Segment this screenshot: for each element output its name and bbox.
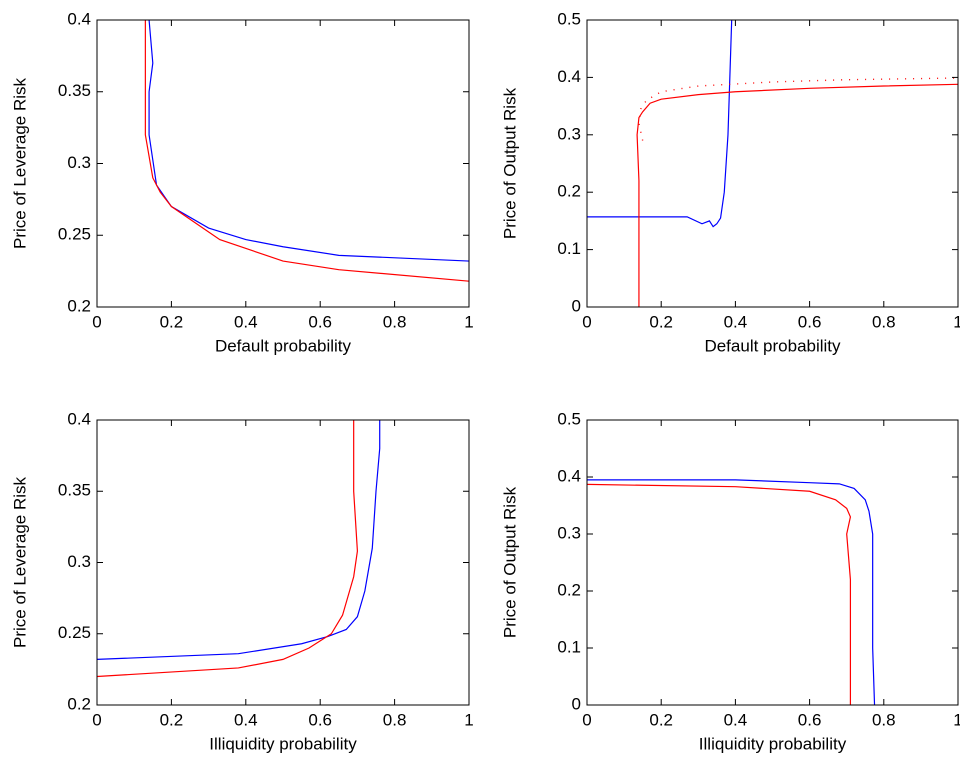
x-tick-label: 1: [953, 312, 960, 331]
series-line: [144, 20, 470, 282]
x-tick-label: 0: [92, 710, 101, 729]
x-tick-label: 0.2: [649, 312, 673, 331]
x-axis-label: Default probability: [704, 336, 841, 355]
x-tick-label: 0: [582, 312, 591, 331]
y-tick-label: 0.4: [557, 466, 581, 485]
x-tick-label: 0.8: [872, 710, 896, 729]
series-line: [587, 19, 733, 228]
series-line: [587, 479, 876, 706]
x-tick-label: 0.2: [160, 710, 184, 729]
x-tick-label: 0.6: [308, 312, 332, 331]
x-tick-label: 0.4: [724, 710, 748, 729]
series-line: [96, 420, 359, 678]
x-tick-label: 0.2: [649, 710, 673, 729]
y-tick-label: 0: [572, 296, 581, 315]
series-line: [96, 420, 381, 660]
y-tick-label: 0.25: [58, 623, 91, 642]
y-axis-label: Price of Output Risk: [500, 486, 519, 638]
y-tick-label: 0.35: [58, 81, 91, 100]
x-tick-label: 0.6: [798, 710, 822, 729]
x-tick-label: 0.8: [383, 312, 407, 331]
x-axis-label: Illiquidity probability: [699, 734, 847, 753]
x-tick-label: 0.4: [724, 312, 748, 331]
series-line: [636, 83, 959, 307]
y-tick-label: 0.4: [67, 9, 91, 28]
x-tick-label: 0.2: [160, 312, 184, 331]
x-tick-label: 0.4: [234, 312, 258, 331]
y-tick-label: 0.3: [557, 523, 581, 542]
y-axis-label: Price of Leverage Risk: [10, 77, 29, 249]
x-tick-label: 0.6: [308, 710, 332, 729]
x-tick-label: 0.6: [798, 312, 822, 331]
y-axis-label: Price of Output Risk: [500, 87, 519, 239]
x-tick-label: 1: [953, 710, 960, 729]
x-tick-label: 0: [92, 312, 101, 331]
series-line: [148, 19, 470, 262]
y-tick-label: 0.5: [557, 9, 581, 28]
y-tick-label: 0.1: [557, 239, 581, 258]
axes-frame: [586, 419, 959, 706]
y-tick-label: 0.4: [557, 67, 581, 86]
axes-frame: [586, 19, 959, 308]
y-tick-label: 0.2: [557, 182, 581, 201]
y-tick-label: 0.2: [557, 580, 581, 599]
y-tick-label: 0.3: [67, 552, 91, 571]
x-tick-label: 0.4: [234, 710, 258, 729]
y-tick-label: 0.35: [58, 481, 91, 500]
series-line: [638, 77, 959, 141]
y-tick-label: 0.25: [58, 225, 91, 244]
x-tick-label: 1: [464, 710, 473, 729]
y-tick-label: 0.2: [67, 296, 91, 315]
x-axis-label: Default probability: [215, 336, 352, 355]
x-axis-label: Illiquidity probability: [209, 734, 357, 753]
x-tick-label: 0: [582, 710, 591, 729]
y-tick-label: 0.5: [557, 409, 581, 428]
series-line: [586, 483, 852, 705]
axes-frame: [96, 419, 470, 706]
y-tick-label: 0: [572, 694, 581, 713]
y-tick-label: 0.3: [67, 153, 91, 172]
x-tick-label: 0.8: [383, 710, 407, 729]
x-tick-label: 1: [464, 312, 473, 331]
y-tick-label: 0.4: [67, 409, 91, 428]
y-axis-label: Price of Leverage Risk: [10, 476, 29, 648]
y-tick-label: 0.3: [557, 124, 581, 143]
y-tick-label: 0.1: [557, 637, 581, 656]
x-tick-label: 0.8: [872, 312, 896, 331]
y-tick-label: 0.2: [67, 694, 91, 713]
